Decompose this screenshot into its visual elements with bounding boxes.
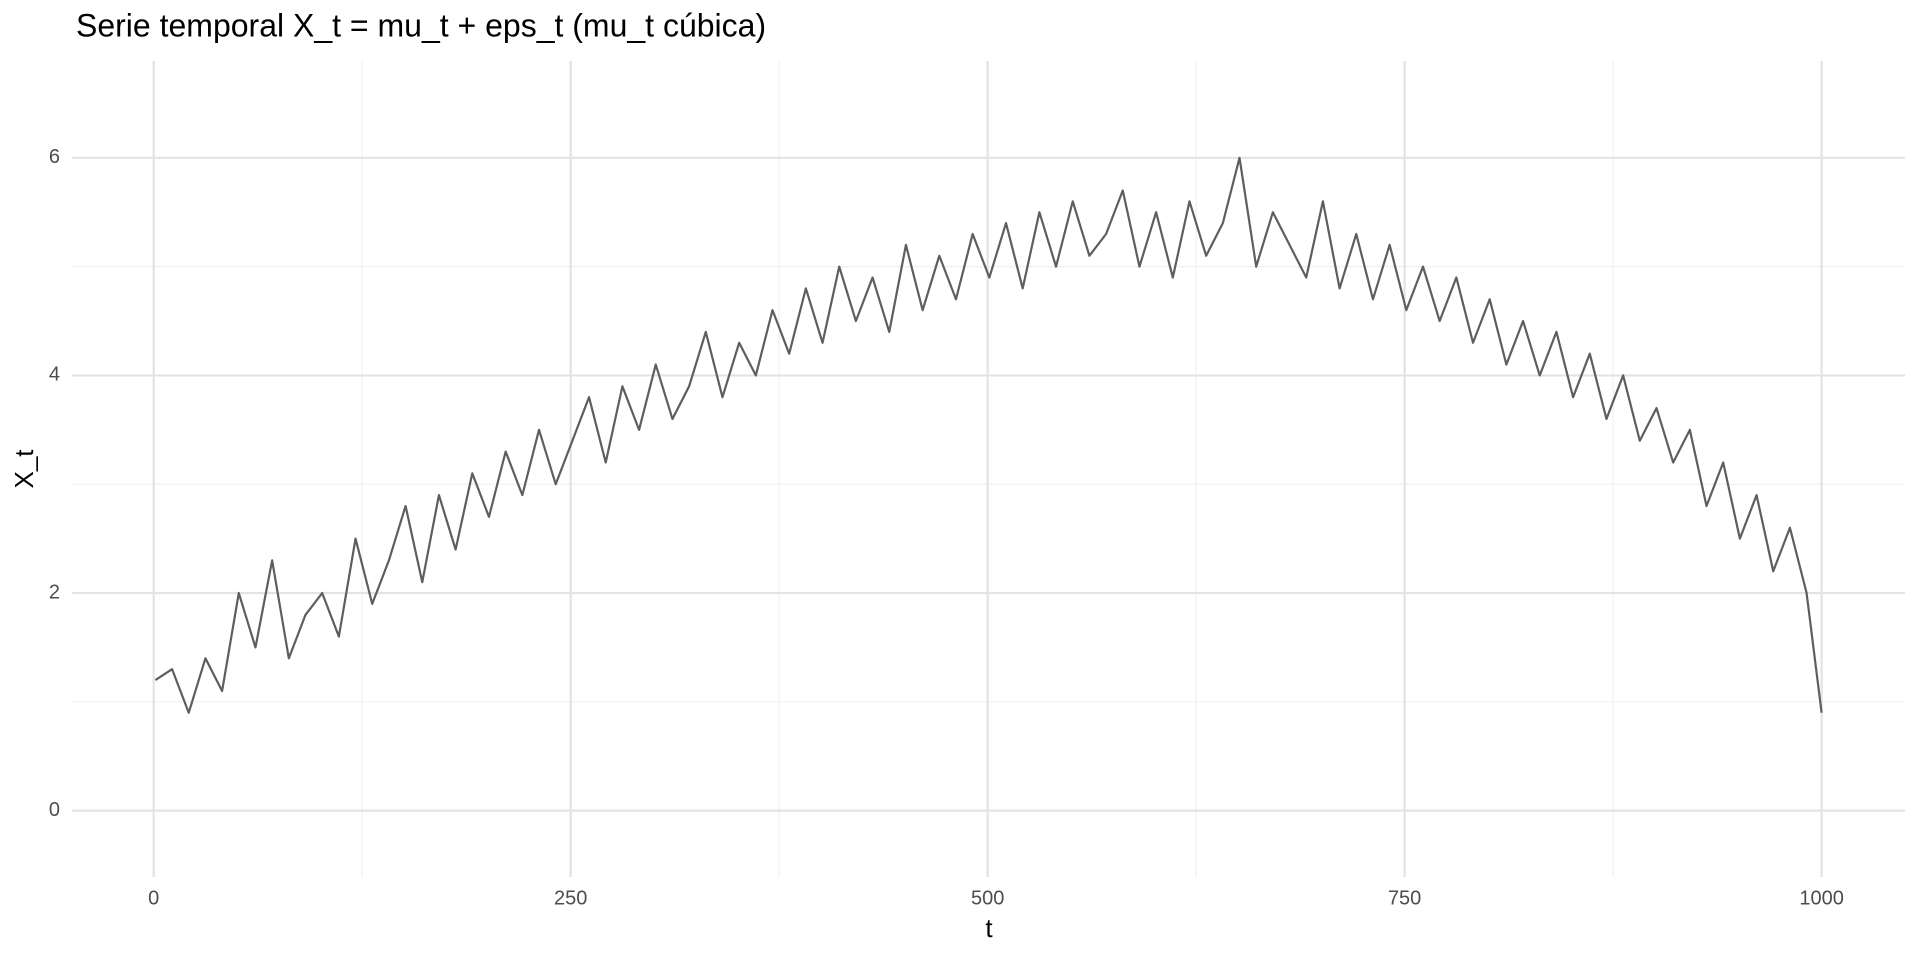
x-tick-label: 250 bbox=[554, 887, 587, 909]
chart-title: Serie temporal X_t = mu_t + eps_t (mu_t … bbox=[76, 7, 766, 43]
x-tick-label: 750 bbox=[1388, 887, 1421, 909]
x-axis-label: t bbox=[985, 913, 993, 943]
x-tick-label: 500 bbox=[971, 887, 1004, 909]
x-tick-label: 1000 bbox=[1799, 887, 1844, 909]
y-tick-label: 4 bbox=[49, 364, 60, 386]
y-tick-label: 2 bbox=[49, 581, 60, 603]
x-tick-label: 0 bbox=[148, 887, 159, 909]
y-tick-label: 6 bbox=[49, 146, 60, 168]
y-tick-label: 0 bbox=[49, 799, 60, 821]
data-line bbox=[154, 156, 1823, 714]
y-axis-label: X_t bbox=[9, 449, 39, 489]
